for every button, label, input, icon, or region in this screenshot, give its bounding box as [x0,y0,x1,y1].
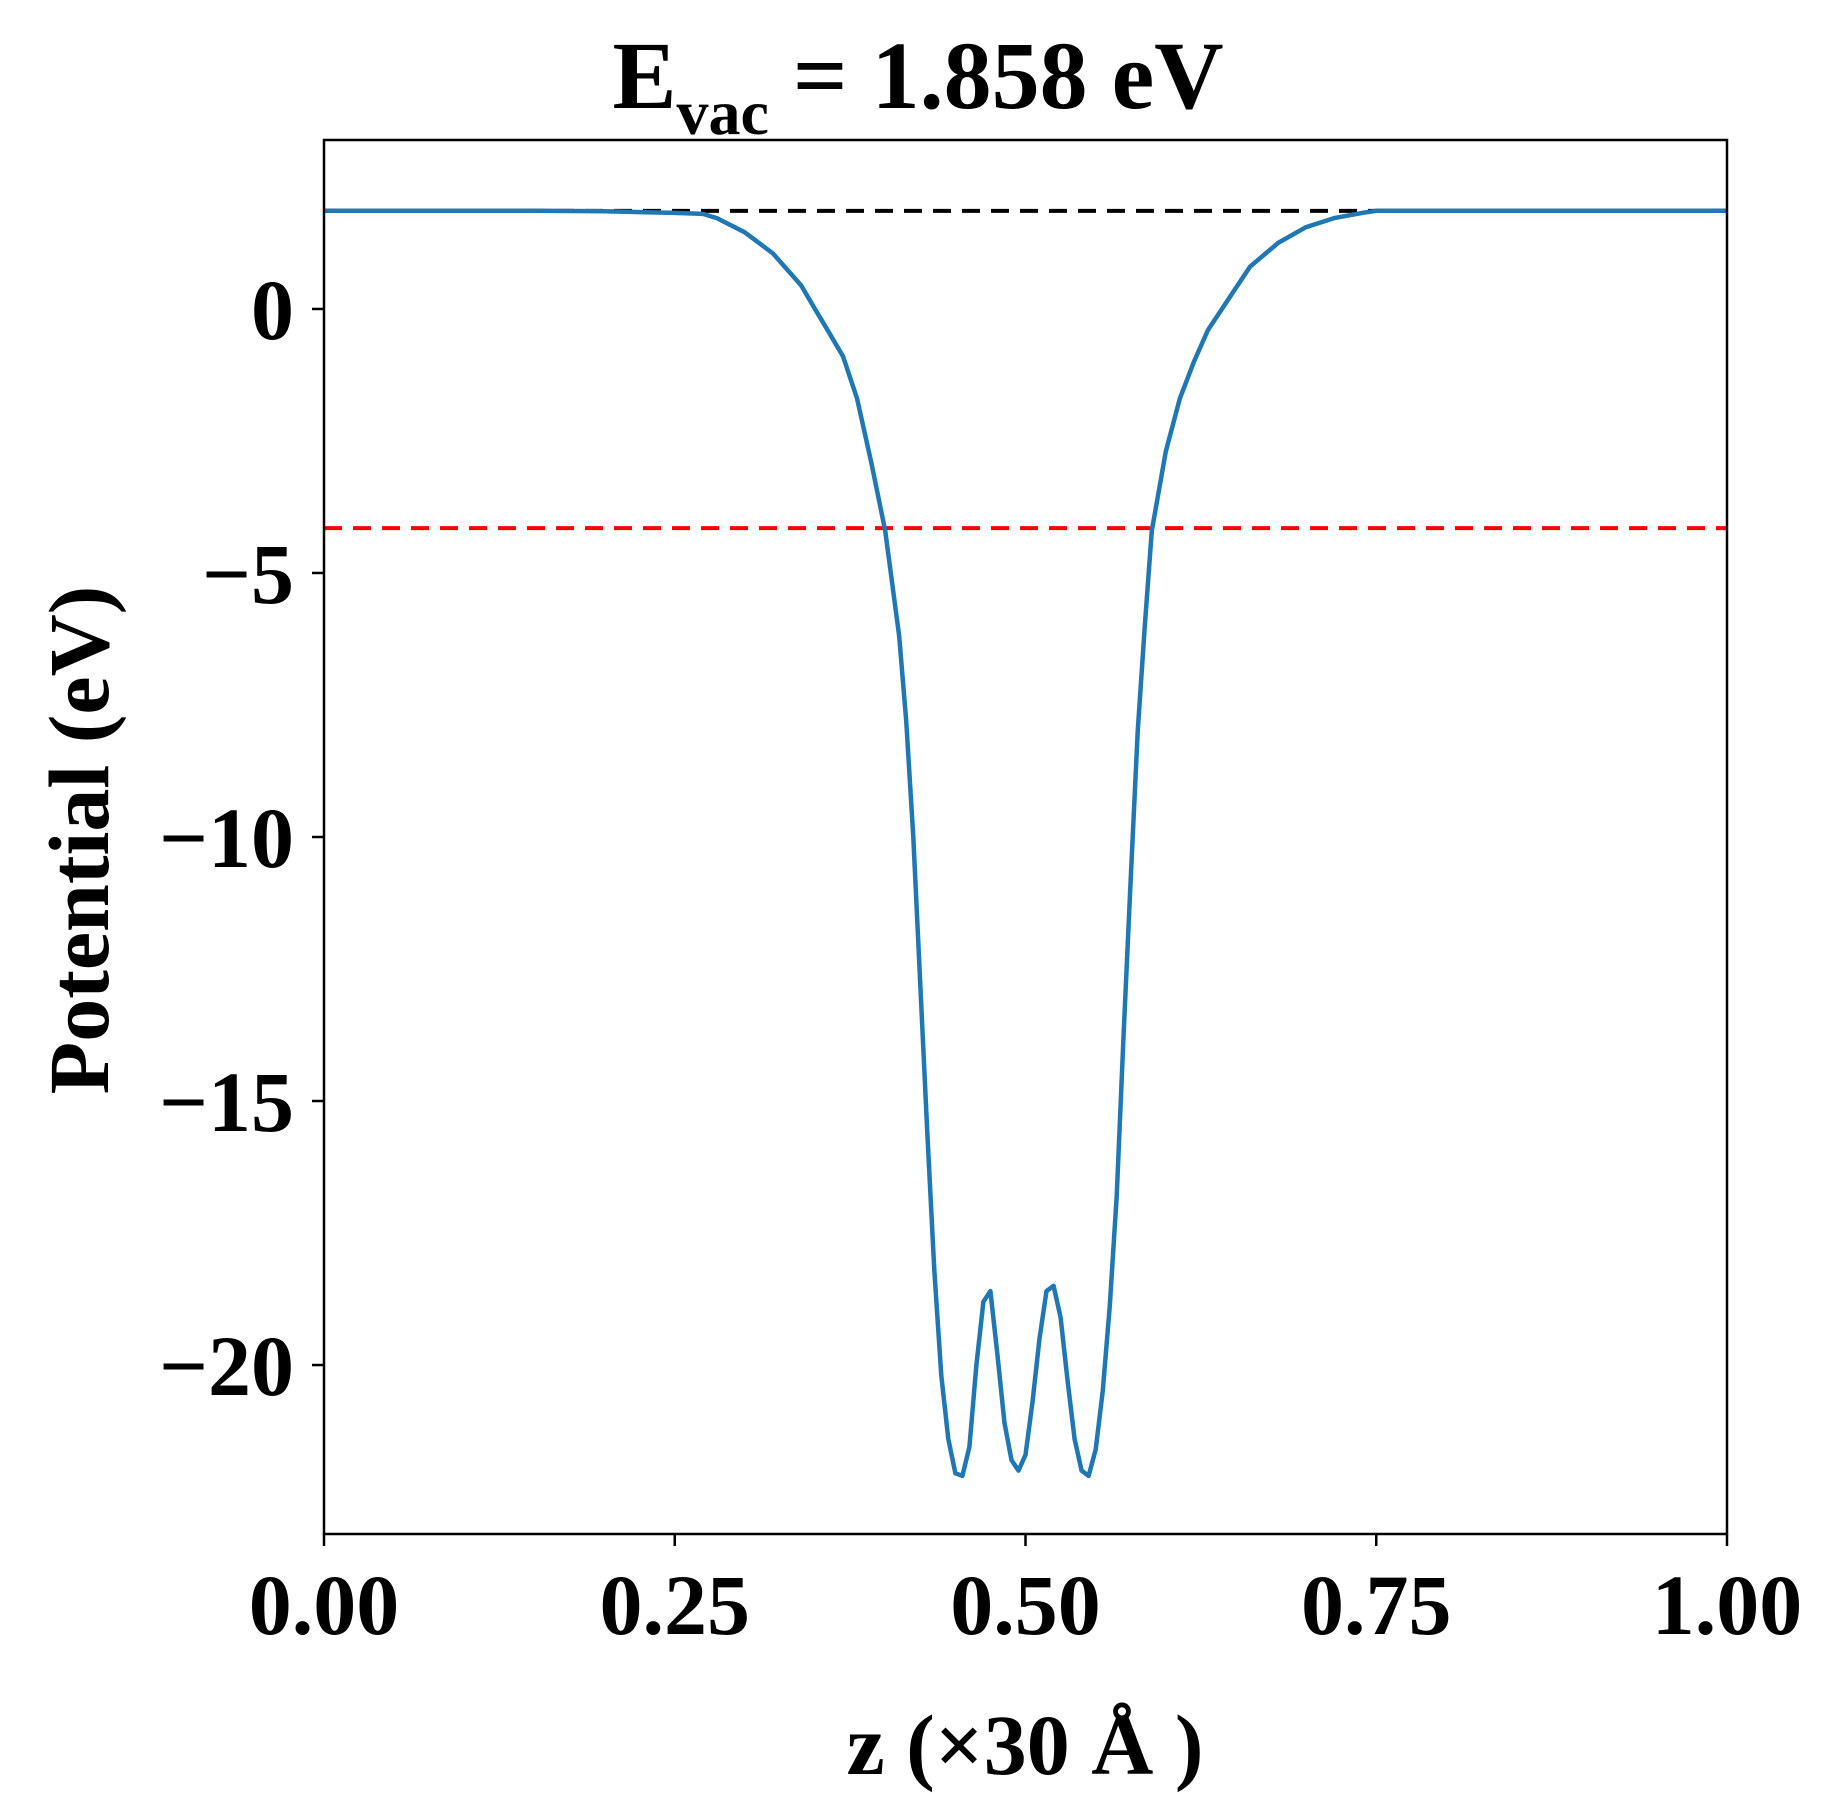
title-subscript: vac [676,77,768,148]
y-axis: 0 −5 −10 −15 −20 [159,262,324,1414]
y-tick-label: −15 [159,1054,294,1150]
potential-series-line [324,208,1727,1479]
y-tick-label: −5 [202,526,294,622]
title-main: E [612,22,676,129]
chart-title: Evac = 1.858 eV [612,22,1223,148]
x-tick-label: 1.00 [1652,1557,1803,1653]
y-axis-label: Potential (eV) [31,586,127,1095]
x-axis-label: z (×30 Å ) [846,1697,1203,1793]
x-tick-label: 0.50 [950,1557,1101,1653]
x-tick-label: 0.00 [249,1557,400,1653]
title-rest: = 1.858 eV [769,22,1224,129]
y-tick-label: −10 [159,790,294,886]
plot-frame [322,138,1729,1536]
y-tick-label: −20 [159,1318,294,1414]
x-tick-label: 0.75 [1301,1557,1452,1653]
x-axis: 0.00 0.25 0.50 0.75 1.00 [249,1534,1803,1653]
x-tick-label: 0.25 [600,1557,751,1653]
y-tick-label: 0 [251,262,294,358]
